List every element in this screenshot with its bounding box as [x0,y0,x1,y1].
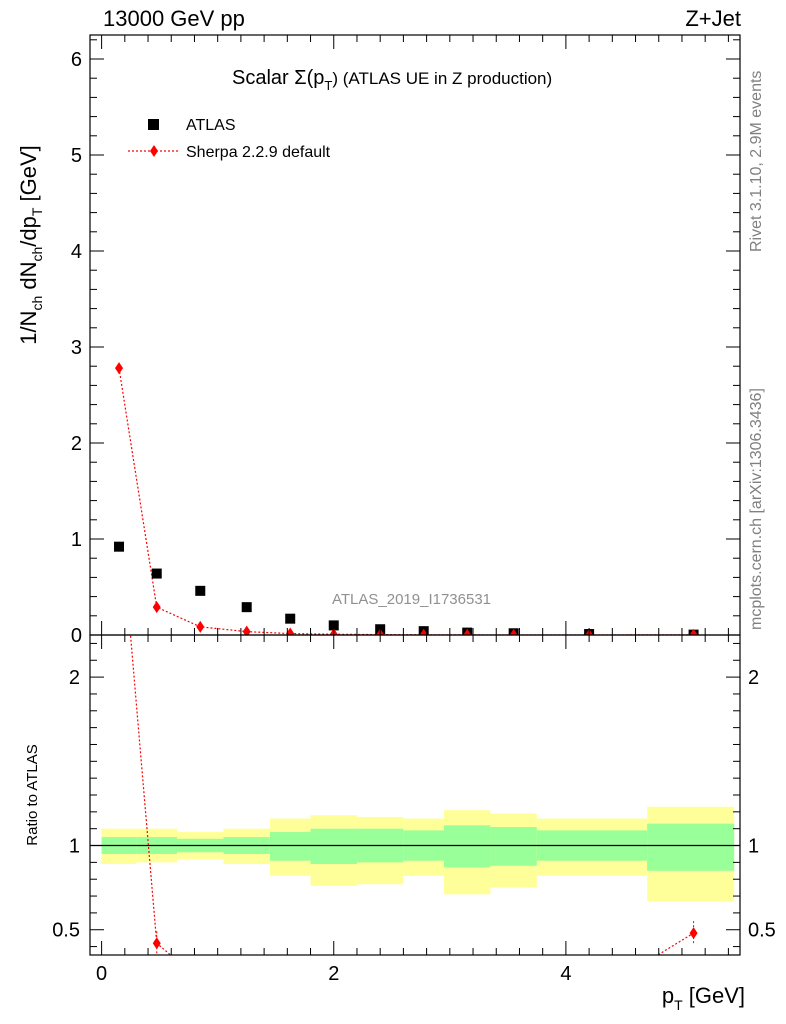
legend-marker-sherpa [150,145,158,157]
uncertainty-band-green [490,827,537,866]
process-label: Z+Jet [685,6,741,31]
sherpa-ratio-line [129,635,694,955]
analysis-watermark: ATLAS_2019_I1736531 [332,591,491,608]
sherpa-ratio-point [152,937,161,950]
atlas-point [151,568,162,579]
rivet-version-label: Rivet 3.1.10, 2.9M events [748,70,765,252]
sherpa-point [509,628,518,635]
uncertainty-band-green [444,825,491,868]
atlas-point [195,585,206,596]
sherpa-ratio-point [689,927,698,940]
sherpa-point [689,628,698,635]
main-ytick-label: 6 [71,49,82,71]
ratio-ytick-label: 2 [69,667,80,689]
main-ytick-label: 3 [71,337,82,359]
uncertainty-band-green [310,828,357,865]
legend-label-sherpa: Sherpa 2.2.9 default [186,144,331,161]
sherpa-point [196,620,205,633]
main-ytick-label: 4 [71,241,82,263]
ratio-ytick-label: 0.5 [52,920,80,942]
ratio-frame [89,634,741,956]
atlas-point [285,613,296,624]
mcplots-label: mcplots.cern.ch [arXiv:1306.3436] [748,388,765,630]
ratio-ytick-label-right: 1 [748,836,759,858]
ratio-ytick-label-right: 0.5 [748,920,776,942]
atlas-point [114,541,125,552]
sherpa-point [152,601,161,614]
legend: ATLAS Sherpa 2.2.9 default [128,117,331,161]
legend-marker-atlas [148,119,159,130]
ratio-xlabel: pT [GeV] [662,983,745,1013]
sherpa-point [463,628,472,635]
sherpa-point [419,628,428,635]
main-ytick-label: 1 [71,529,82,551]
legend-label-atlas: ATLAS [186,117,236,134]
ratio-ytick-label: 1 [69,836,80,858]
main-ytick-label: 5 [71,145,82,167]
main-ylabel: 1/Nch dNch/dpT [GeV] [16,145,45,345]
sherpa-point [115,362,124,375]
uncertainty-band-green [269,832,311,861]
collision-energy-label: 13000 GeV pp [103,6,245,31]
main-ytick-label: 0 [71,625,82,647]
uncertainty-band-green [647,823,735,871]
ratio-ytick-label-right: 2 [748,667,759,689]
atlas-point [241,602,252,613]
ratio-xtick-label: 2 [328,963,339,985]
sherpa-point [242,625,251,635]
main-title: Scalar Σ(pT) (ATLAS UE in Z production) [232,67,552,93]
main-ytick-label: 2 [71,433,82,455]
sherpa-point [286,627,295,635]
ratio-xtick-label: 0 [96,963,107,985]
ratio-ylabel: Ratio to ATLAS [24,744,41,845]
ratio-xtick-label: 4 [560,963,571,985]
